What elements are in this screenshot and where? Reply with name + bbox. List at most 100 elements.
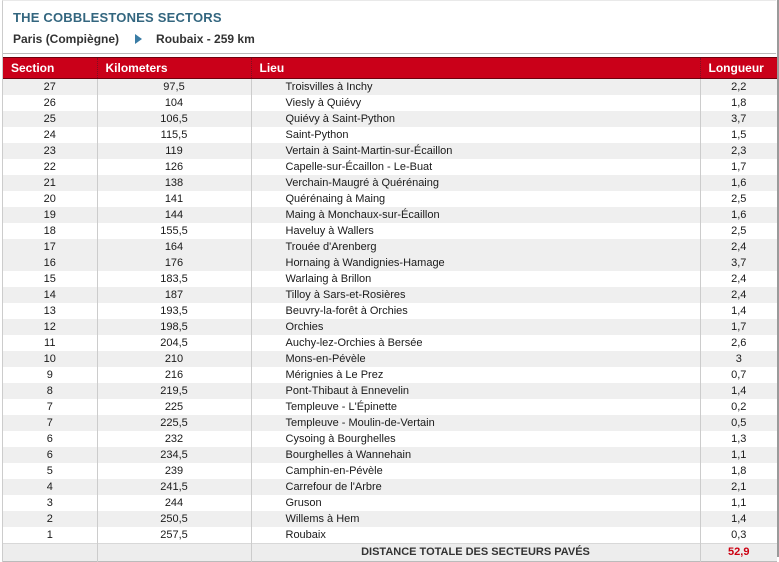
sector-row: 3 244 Gruson 1,1 bbox=[3, 495, 777, 511]
lieu-cell: Mons-en-Pévèle bbox=[250, 351, 700, 367]
column-header-kilometers: Kilometers bbox=[96, 57, 251, 79]
column-header-section: Section bbox=[3, 57, 97, 79]
section-cell: 21 bbox=[3, 175, 97, 191]
longueur-cell: 1,7 bbox=[699, 319, 777, 335]
longueur-cell: 3 bbox=[699, 351, 777, 367]
sector-row: 8 219,5 Pont-Thibaut à Ennevelin 1,4 bbox=[3, 383, 777, 399]
longueur-cell: 2,2 bbox=[699, 78, 777, 95]
longueur-cell: 1,4 bbox=[699, 383, 777, 399]
section-cell: 11 bbox=[3, 335, 97, 351]
breadcrumb: Paris (Compiègne) Roubaix - 259 km bbox=[13, 32, 766, 46]
lieu-cell: Pont-Thibaut à Ennevelin bbox=[250, 383, 700, 399]
lieu-cell: Mérignies à Le Prez bbox=[250, 367, 700, 383]
section-cell: 9 bbox=[3, 367, 97, 383]
table-footer: DISTANCE TOTALE DES SECTEURS PAVÉS 52,9 bbox=[3, 543, 777, 562]
km-cell: 225 bbox=[96, 399, 251, 415]
cobblestone-sectors-table: Section Kilometers Lieu Longueur 27 97,5 T… bbox=[3, 57, 777, 562]
lieu-cell: Tilloy à Sars-et-Rosières bbox=[250, 287, 700, 303]
longueur-cell: 0,7 bbox=[699, 367, 777, 383]
longueur-cell: 1,1 bbox=[699, 447, 777, 463]
section-cell: 13 bbox=[3, 303, 97, 319]
section-cell: 18 bbox=[3, 223, 97, 239]
longueur-cell: 2,4 bbox=[699, 287, 777, 303]
section-cell: 16 bbox=[3, 255, 97, 271]
km-cell: 219,5 bbox=[96, 383, 251, 399]
longueur-cell: 0,2 bbox=[699, 399, 777, 415]
km-cell: 257,5 bbox=[96, 527, 251, 544]
section-cell: 17 bbox=[3, 239, 97, 255]
sector-row: 6 232 Cysoing à Bourghelles 1,3 bbox=[3, 431, 777, 447]
lieu-cell: Trouée d'Arenberg bbox=[250, 239, 700, 255]
lieu-cell: Saint-Python bbox=[250, 127, 700, 143]
lieu-cell: Troisvilles à Inchy bbox=[250, 78, 700, 95]
section-cell: 3 bbox=[3, 495, 97, 511]
sector-row: 6 234,5 Bourghelles à Wannehain 1,1 bbox=[3, 447, 777, 463]
km-cell: 204,5 bbox=[96, 335, 251, 351]
sector-row: 27 97,5 Troisvilles à Inchy 2,2 bbox=[3, 78, 777, 95]
route-start-label: Paris (Compiègne) bbox=[13, 32, 120, 46]
km-cell: 115,5 bbox=[96, 127, 251, 143]
lieu-cell: Viesly à Quiévy bbox=[250, 95, 700, 111]
lieu-cell: Quiévy à Saint-Python bbox=[250, 111, 700, 127]
total-label: DISTANCE TOTALE DES SECTEURS PAVÉS bbox=[250, 543, 700, 562]
longueur-cell: 2,1 bbox=[699, 479, 777, 495]
lieu-cell: Gruson bbox=[250, 495, 700, 511]
km-cell: 241,5 bbox=[96, 479, 251, 495]
page-title: THE COBBLESTONES SECTORS bbox=[13, 10, 222, 25]
sector-row: 21 138 Verchain-Maugré à Quérénaing 1,6 bbox=[3, 175, 777, 191]
footer-empty-section bbox=[3, 543, 97, 562]
sector-row: 19 144 Maing à Monchaux-sur-Écaillon 1,6 bbox=[3, 207, 777, 223]
lieu-cell: Vertain à Saint-Martin-sur-Écaillon bbox=[250, 143, 700, 159]
longueur-cell: 3,7 bbox=[699, 255, 777, 271]
lieu-cell: Willems à Hem bbox=[250, 511, 700, 527]
longueur-cell: 1,5 bbox=[699, 127, 777, 143]
longueur-cell: 2,4 bbox=[699, 239, 777, 255]
sector-row: 1 257,5 Roubaix 0,3 bbox=[3, 527, 777, 544]
section-cell: 7 bbox=[3, 415, 97, 431]
lieu-cell: Capelle-sur-Écaillon - Le-Buat bbox=[250, 159, 700, 175]
longueur-cell: 1,6 bbox=[699, 175, 777, 191]
sector-row: 22 126 Capelle-sur-Écaillon - Le-Buat 1,7 bbox=[3, 159, 777, 175]
sector-row: 10 210 Mons-en-Pévèle 3 bbox=[3, 351, 777, 367]
lieu-cell: Bourghelles à Wannehain bbox=[250, 447, 700, 463]
lieu-cell: Auchy-lez-Orchies à Bersée bbox=[250, 335, 700, 351]
section-cell: 10 bbox=[3, 351, 97, 367]
title-block: THE COBBLESTONES SECTORS Paris (Compiègn… bbox=[3, 1, 776, 54]
sector-row: 7 225 Templeuve - L'Épinette 0,2 bbox=[3, 399, 777, 415]
km-cell: 244 bbox=[96, 495, 251, 511]
longueur-cell: 1,4 bbox=[699, 303, 777, 319]
km-cell: 104 bbox=[96, 95, 251, 111]
sector-row: 14 187 Tilloy à Sars-et-Rosières 2,4 bbox=[3, 287, 777, 303]
sector-row: 2 250,5 Willems à Hem 1,4 bbox=[3, 511, 777, 527]
km-cell: 97,5 bbox=[96, 78, 251, 95]
section-cell: 27 bbox=[3, 78, 97, 95]
km-cell: 250,5 bbox=[96, 511, 251, 527]
lieu-cell: Orchies bbox=[250, 319, 700, 335]
km-cell: 210 bbox=[96, 351, 251, 367]
km-cell: 234,5 bbox=[96, 447, 251, 463]
sector-row: 23 119 Vertain à Saint-Martin-sur-Écaillon… bbox=[3, 143, 777, 159]
section-cell: 12 bbox=[3, 319, 97, 335]
longueur-cell: 2,5 bbox=[699, 191, 777, 207]
section-cell: 14 bbox=[3, 287, 97, 303]
table-body: 27 97,5 Troisvilles à Inchy 2,2 26 104 Viesly … bbox=[3, 78, 777, 544]
section-cell: 24 bbox=[3, 127, 97, 143]
sector-row: 12 198,5 Orchies 1,7 bbox=[3, 319, 777, 335]
lieu-cell: Templeuve - L'Épinette bbox=[250, 399, 700, 415]
section-cell: 25 bbox=[3, 111, 97, 127]
section-cell: 1 bbox=[3, 527, 97, 544]
sector-row: 15 183,5 Warlaing à Brillon 2,4 bbox=[3, 271, 777, 287]
section-cell: 2 bbox=[3, 511, 97, 527]
sector-row: 16 176 Hornaing à Wandignies-Hamage 3,7 bbox=[3, 255, 777, 271]
section-cell: 22 bbox=[3, 159, 97, 175]
longueur-cell: 1,8 bbox=[699, 463, 777, 479]
sector-row: 11 204,5 Auchy-lez-Orchies à Bersée 2,6 bbox=[3, 335, 777, 351]
longueur-cell: 1,3 bbox=[699, 431, 777, 447]
section-cell: 4 bbox=[3, 479, 97, 495]
longueur-cell: 2,3 bbox=[699, 143, 777, 159]
sector-row: 17 164 Trouée d'Arenberg 2,4 bbox=[3, 239, 777, 255]
lieu-cell: Hornaing à Wandignies-Hamage bbox=[250, 255, 700, 271]
km-cell: 138 bbox=[96, 175, 251, 191]
section-cell: 8 bbox=[3, 383, 97, 399]
